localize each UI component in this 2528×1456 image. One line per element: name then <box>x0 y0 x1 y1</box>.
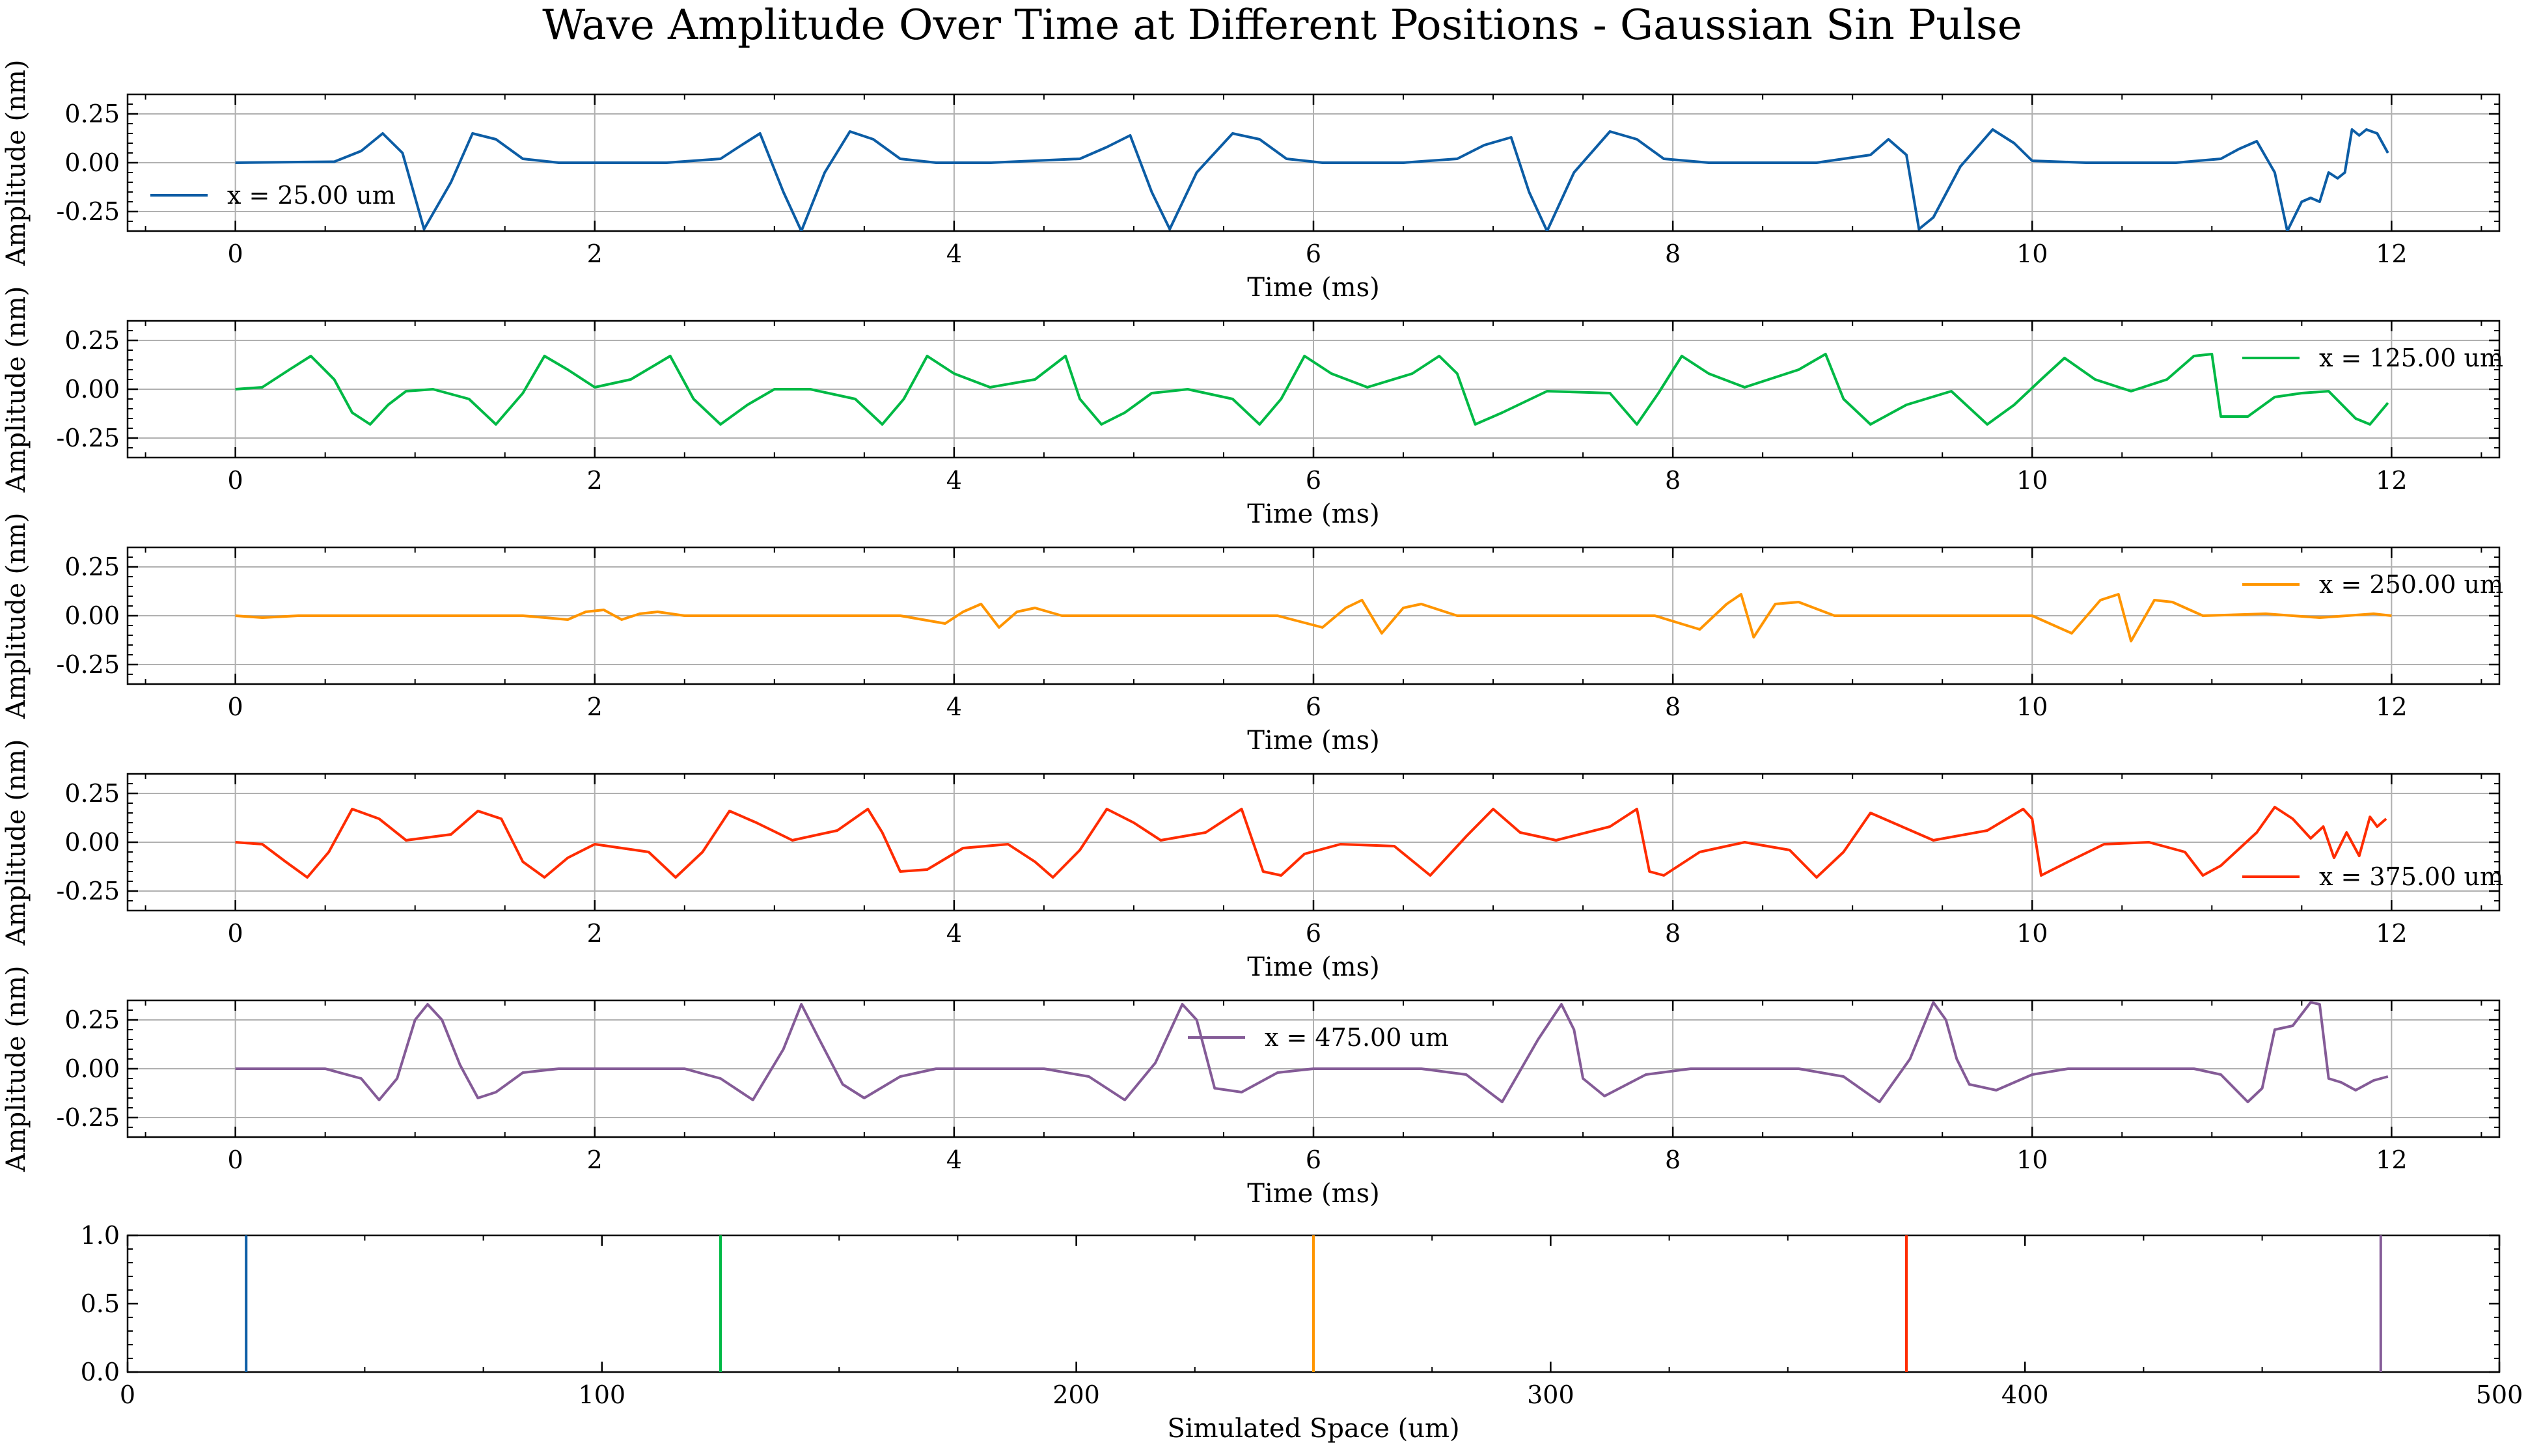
x-tick-label: 8 <box>1665 693 1681 721</box>
x-axis-label: Simulated Space (um) <box>1167 1414 1459 1444</box>
x-axis-label: Time (ms) <box>1247 952 1379 982</box>
x-tick-label: 8 <box>1665 466 1681 495</box>
series-line <box>235 1001 2389 1103</box>
axes-frame <box>126 773 2501 912</box>
chart-title: Wave Amplitude Over Time at Different Po… <box>542 1 2022 49</box>
y-tick-label: 0.00 <box>64 601 120 630</box>
x-tick-label: 8 <box>1665 919 1681 948</box>
panel-1: 0 2 4 6 8 10 12 0.25 0.00 -0.25 Time (ms) Amplitude… <box>1 60 2501 303</box>
x-tick-label: 6 <box>1306 919 1321 948</box>
x-tick-label: 10 <box>2016 466 2048 495</box>
x-tick-label: 2 <box>587 693 603 721</box>
x-tick-label: 0 <box>120 1380 135 1409</box>
x-tick-label: 2 <box>587 919 603 948</box>
x-tick-label: 10 <box>2016 919 2048 948</box>
x-tick-label: 12 <box>2376 1146 2407 1174</box>
x-tick-label: 12 <box>2376 466 2407 495</box>
x-tick-label: 4 <box>946 466 962 495</box>
x-axis-label: Time (ms) <box>1247 273 1379 303</box>
x-tick-label: 6 <box>1306 240 1321 268</box>
x-tick-label: 8 <box>1665 240 1681 268</box>
y-axis-label: Amplitude (nm) <box>1 966 31 1173</box>
x-tick-label: 12 <box>2376 693 2407 721</box>
x-tick-label: 8 <box>1665 1146 1681 1174</box>
x-axis-label: Time (ms) <box>1247 499 1379 529</box>
y-tick-label: 0.0 <box>81 1358 120 1386</box>
legend-label: x = 375.00 um <box>2319 862 2503 891</box>
y-axis-label: Amplitude (nm) <box>1 286 31 493</box>
series-line <box>235 128 2389 231</box>
y-tick-label: -0.25 <box>57 650 120 679</box>
x-tick-label: 6 <box>1306 693 1321 721</box>
x-tick-label: 300 <box>1527 1380 1574 1409</box>
y-axis-label: Amplitude (nm) <box>1 60 31 267</box>
x-tick-label: 4 <box>946 919 962 948</box>
x-tick-label: 4 <box>946 240 962 268</box>
y-tick-label: 0.5 <box>81 1289 120 1318</box>
axes-frame <box>126 320 2501 459</box>
x-tick-label: 400 <box>2001 1380 2049 1409</box>
y-tick-label: -0.25 <box>57 1103 120 1132</box>
series-line <box>235 593 2392 642</box>
x-tick-label: 100 <box>579 1380 626 1409</box>
x-tick-label: 10 <box>2016 240 2048 268</box>
x-tick-label: 4 <box>946 693 962 721</box>
series-line <box>235 806 2387 879</box>
y-tick-label: 0.25 <box>64 553 120 581</box>
x-axis-label: Time (ms) <box>1247 1179 1379 1209</box>
x-tick-label: 0 <box>228 240 243 268</box>
y-tick-label: 0.25 <box>64 1006 120 1034</box>
legend-label: x = 25.00 um <box>227 181 396 210</box>
x-tick-label: 0 <box>228 919 243 948</box>
x-tick-label: 12 <box>2376 240 2407 268</box>
legend-label: x = 125.00 um <box>2319 344 2503 372</box>
panel-4: 0 2 4 6 8 10 12 0.25 0.00 -0.25 Time (ms) Amplitude… <box>1 739 2503 982</box>
y-tick-label: -0.25 <box>57 424 120 452</box>
x-tick-label: 0 <box>228 466 243 495</box>
x-tick-label: 500 <box>2476 1380 2523 1409</box>
legend-label: x = 250.00 um <box>2319 570 2503 599</box>
axes-frame <box>126 93 2501 232</box>
y-tick-label: 0.25 <box>64 779 120 808</box>
y-axis-label: Amplitude (nm) <box>1 513 31 720</box>
x-tick-label: 0 <box>228 693 243 721</box>
x-tick-label: 2 <box>587 240 603 268</box>
y-tick-label: 0.00 <box>64 375 120 404</box>
y-tick-label: -0.25 <box>57 877 120 905</box>
x-tick-label: 0 <box>228 1146 243 1174</box>
panel-2: 0 2 4 6 8 10 12 0.25 0.00 -0.25 Time (ms) Amplitude… <box>1 286 2503 529</box>
y-tick-label: 0.00 <box>64 1054 120 1083</box>
positions-panel: 0 100 200 300 400 500 1.0 0.5 0.0 Simulated Space… <box>81 1221 2523 1444</box>
axes-frame <box>126 999 2501 1138</box>
legend-label: x = 475.00 um <box>1265 1023 1449 1052</box>
y-tick-label: 0.00 <box>64 148 120 177</box>
x-tick-label: 200 <box>1052 1380 1100 1409</box>
y-tick-label: 0.25 <box>64 326 120 355</box>
x-tick-label: 12 <box>2376 919 2407 948</box>
x-tick-label: 10 <box>2016 1146 2048 1174</box>
panel-5: 0 2 4 6 8 10 12 0.25 0.00 -0.25 Time (ms) Amplitude… <box>1 966 2501 1209</box>
x-tick-label: 2 <box>587 1146 603 1174</box>
panel-3: 0 2 4 6 8 10 12 0.25 0.00 -0.25 Time (ms) Amplitude… <box>1 513 2503 756</box>
x-tick-label: 6 <box>1306 466 1321 495</box>
x-tick-label: 10 <box>2016 693 2048 721</box>
y-tick-label: 0.25 <box>64 100 120 128</box>
x-tick-label: 4 <box>946 1146 962 1174</box>
y-tick-label: 0.00 <box>64 828 120 857</box>
axes-frame <box>126 546 2501 685</box>
y-tick-label: -0.25 <box>57 197 120 226</box>
x-axis-label: Time (ms) <box>1247 726 1379 756</box>
x-tick-label: 6 <box>1306 1146 1321 1174</box>
y-axis-label: Amplitude (nm) <box>1 739 31 946</box>
y-tick-label: 1.0 <box>81 1221 120 1250</box>
x-tick-label: 2 <box>587 466 603 495</box>
series-line <box>235 353 2389 426</box>
